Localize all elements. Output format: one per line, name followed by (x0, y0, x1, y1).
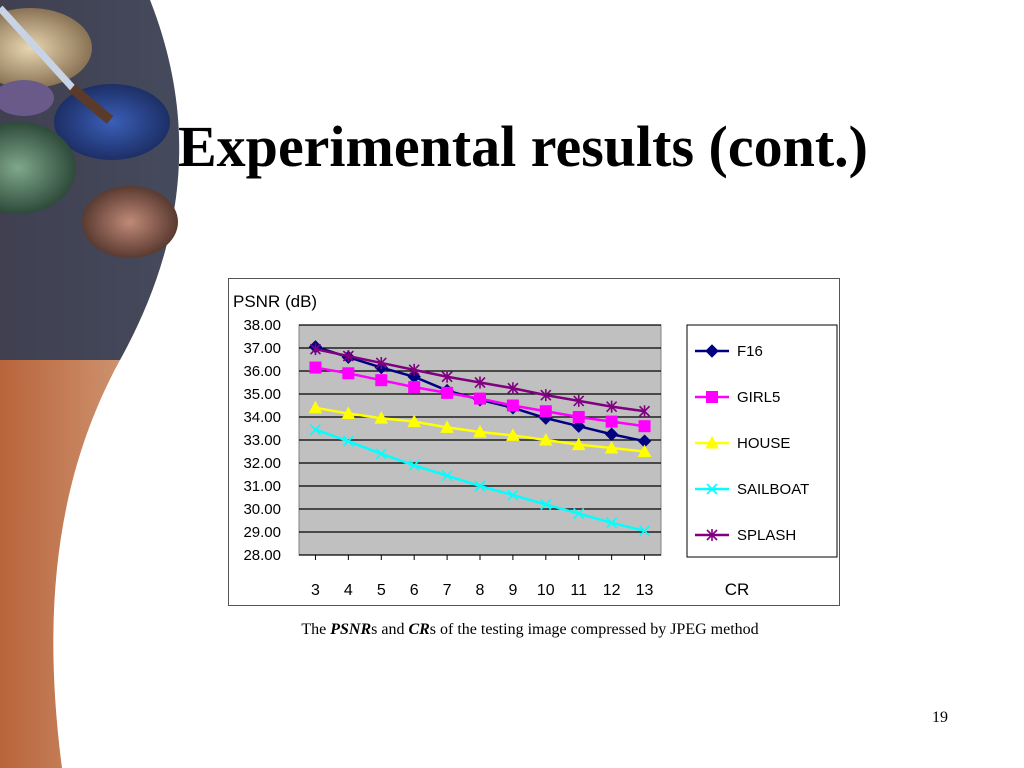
data-point-splash (342, 350, 354, 363)
data-point-splash (441, 370, 453, 383)
legend-label-f16: F16 (737, 343, 763, 360)
slide-number: 19 (932, 709, 948, 726)
legend-marker-f16 (705, 344, 719, 358)
data-point-house (571, 437, 586, 451)
data-point-girl5 (474, 392, 486, 405)
data-point-f16 (572, 419, 586, 433)
x-tick-label: 5 (377, 582, 386, 599)
data-point-house (473, 424, 487, 438)
data-point-girl5 (638, 420, 651, 433)
data-point-sailboat (441, 470, 453, 482)
data-point-girl5 (506, 399, 519, 412)
y-tick-label: 34.00 (243, 409, 281, 426)
data-point-splash (309, 343, 322, 356)
data-point-splash (540, 389, 552, 402)
data-point-house (538, 432, 553, 446)
data-point-sailboat (342, 435, 354, 447)
data-point-sailboat (474, 480, 486, 492)
data-point-sailboat (309, 424, 322, 436)
y-tick-label: 30.00 (243, 501, 281, 518)
x-axis-title: CR (725, 580, 750, 599)
x-tick-label: 13 (636, 582, 654, 599)
y-tick-label: 33.00 (243, 432, 281, 449)
legend-label-sailboat: SAILBOAT (737, 481, 809, 498)
y-tick-label: 31.00 (243, 478, 281, 495)
data-point-sailboat (573, 508, 585, 520)
data-point-girl5 (375, 374, 388, 387)
data-point-sailboat (507, 489, 519, 501)
data-point-splash (408, 363, 420, 376)
data-point-splash (573, 394, 585, 407)
data-point-sailboat (408, 459, 420, 471)
data-point-sailboat (540, 498, 552, 510)
y-tick-label: 35.00 (243, 386, 281, 403)
caption-prefix: The (301, 621, 331, 638)
data-point-girl5 (441, 386, 454, 399)
data-point-girl5 (309, 361, 322, 374)
legend-marker-splash (706, 529, 718, 541)
data-point-house (604, 441, 619, 454)
data-point-girl5 (572, 411, 585, 423)
x-tick-label: 12 (603, 582, 621, 599)
legend-label-house: HOUSE (737, 435, 790, 452)
caption-suffix: s of the testing image compressed by JPE… (429, 621, 759, 638)
legend-label-girl5: GIRL5 (737, 389, 780, 406)
x-tick-label: 4 (344, 582, 353, 599)
legend-marker-girl5 (706, 391, 718, 403)
x-tick-label: 10 (537, 582, 555, 599)
data-point-house (374, 411, 389, 424)
slide-title: Experimental results (cont.) (178, 114, 868, 179)
decorative-paint-pots-image (0, 0, 180, 768)
data-point-sailboat (606, 517, 618, 529)
data-point-splash (375, 356, 387, 369)
y-tick-label: 37.00 (243, 340, 281, 357)
x-tick-label: 7 (443, 582, 452, 599)
y-axis-title: PSNR (dB) (233, 292, 317, 311)
data-point-sailboat (375, 448, 387, 460)
y-tick-label: 36.00 (243, 363, 281, 380)
caption-term-psnr: PSNR (330, 621, 372, 638)
data-point-sailboat (638, 525, 651, 537)
y-tick-label: 28.00 (243, 547, 281, 564)
data-point-house (440, 420, 454, 433)
data-point-girl5 (539, 405, 552, 418)
data-point-splash (638, 405, 651, 418)
data-point-house (341, 406, 356, 420)
data-point-girl5 (342, 367, 355, 380)
x-tick-label: 11 (570, 582, 587, 599)
caption-mid: s and (371, 621, 409, 638)
data-point-splash (507, 382, 519, 395)
legend-marker-sailboat (706, 483, 718, 495)
data-point-house (637, 444, 652, 457)
x-tick-label: 8 (476, 582, 485, 599)
y-tick-label: 32.00 (243, 455, 281, 472)
data-point-house (308, 400, 323, 414)
data-point-girl5 (605, 415, 618, 428)
caption-term-cr: CR (408, 621, 430, 638)
y-tick-label: 29.00 (243, 524, 281, 541)
data-point-f16 (604, 427, 619, 441)
data-point-house (506, 428, 520, 441)
legend-label-splash: SPLASH (737, 527, 796, 544)
data-point-splash (606, 400, 618, 413)
legend-marker-house (705, 435, 719, 449)
x-tick-label: 9 (508, 582, 517, 599)
data-point-house (407, 414, 422, 428)
y-tick-label: 38.00 (243, 317, 281, 334)
chart-container: F16 GIRL5 HOUSE SAILBOAT SPLASH 38.00 37.00 36… (228, 278, 840, 606)
data-point-girl5 (408, 381, 421, 394)
x-tick-label: 6 (410, 582, 419, 599)
x-tick-label: 3 (311, 582, 320, 599)
chart-caption: The PSNRs and CRs of the testing image c… (0, 621, 1024, 639)
data-point-splash (474, 376, 486, 389)
